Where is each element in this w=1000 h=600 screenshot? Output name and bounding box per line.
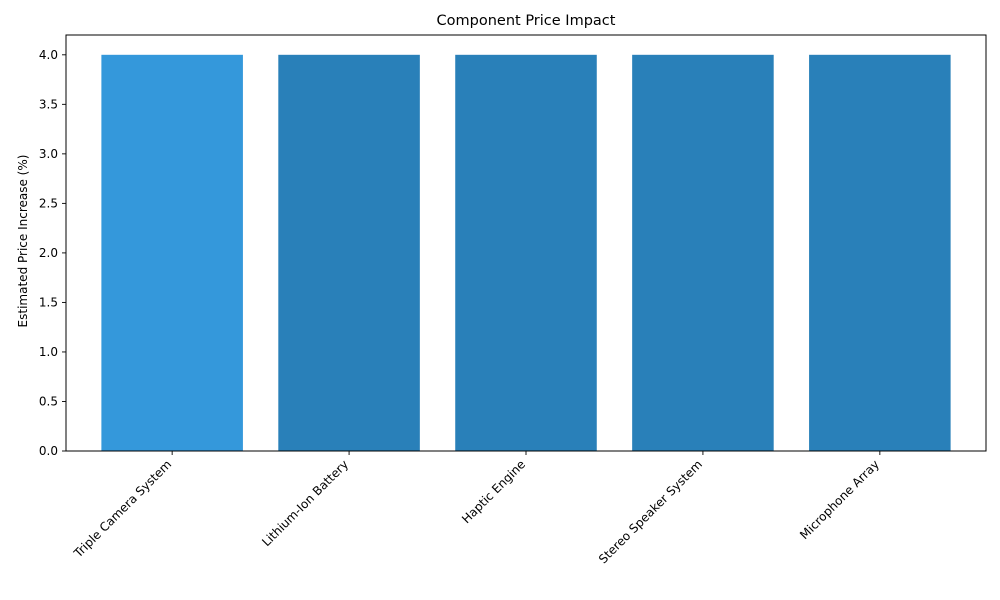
x-tick-label: Triple Camera System: [71, 457, 175, 561]
y-tick-label: 2.5: [39, 196, 58, 210]
y-tick-label: 0.5: [39, 394, 58, 408]
plot-area: 0.0 0.5 1.0 1.5 2.0 2.5 3.0 3.5 4.0 Triple Camera…: [39, 34, 987, 566]
x-tick-label: Stereo Speaker System: [596, 457, 705, 566]
bar-lithium-ion-battery: [278, 54, 420, 452]
y-axis-label: Estimated Price Increase (%): [16, 155, 30, 328]
x-tick-label: Lithium-Ion Battery: [259, 457, 351, 549]
y-tick-label: 4.0: [39, 48, 58, 62]
bar-triple-camera-system: [101, 54, 243, 452]
y-tick-label: 3.0: [39, 147, 58, 161]
y-tick-label: 2.0: [39, 246, 58, 260]
bar-microphone-array: [809, 54, 951, 452]
x-tick-label: Microphone Array: [797, 457, 882, 542]
bar-stereo-speaker-system: [632, 54, 774, 452]
y-tick-label: 0.0: [39, 444, 58, 458]
y-tick-label: 3.5: [39, 97, 58, 111]
y-tick-label: 1.5: [39, 295, 58, 309]
x-tick-label: Haptic Engine: [459, 457, 528, 526]
y-tick-label: 1.0: [39, 345, 58, 359]
axes-frame: [65, 34, 987, 452]
bar-haptic-engine: [455, 54, 597, 452]
chart-title: Component Price Impact: [437, 13, 616, 29]
